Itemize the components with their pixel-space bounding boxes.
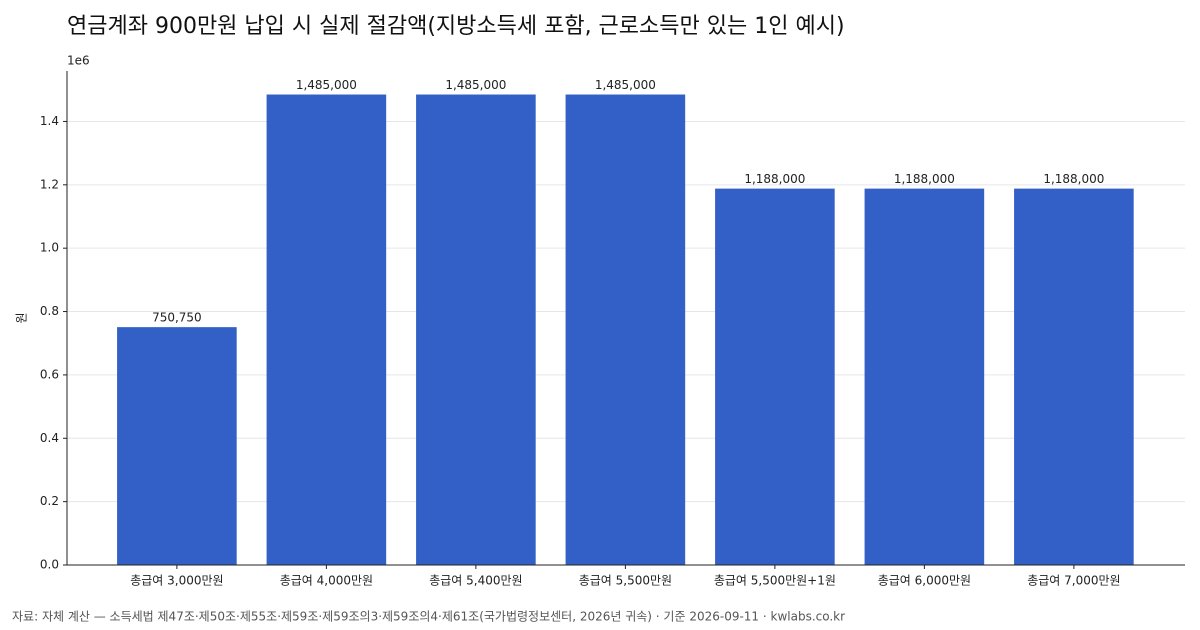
y-tick-label: 0.2 [40,494,59,508]
source-note: 자료: 자체 계산 — 소득세법 제47조·제50조·제55조·제59조·제59… [12,610,845,624]
bar [1014,188,1134,565]
y-tick-label: 0.8 [40,304,59,318]
bar [864,188,985,565]
chart-title: 연금계좌 900만원 납입 시 실제 절감액(지방소득세 포함, 근로소득만 있… [67,14,845,39]
y-tick-label: 1.4 [40,114,59,128]
value-label: 1,188,000 [894,172,955,186]
value-label: 1,485,000 [595,78,656,92]
y-offset-label: 1e6 [67,54,90,68]
value-label: 1,188,000 [1043,172,1104,186]
y-tick-label: 1.2 [40,177,59,191]
x-tick-label: 총급여 4,000만원 [280,574,373,588]
y-tick-label: 0.6 [40,367,59,381]
y-tick-label: 1.0 [40,241,59,255]
value-label: 1,485,000 [445,78,506,92]
x-tick-label: 총급여 5,500만원 [579,574,672,588]
value-label: 750,750 [152,311,202,325]
bar [565,94,686,566]
y-axis-label: 원 [15,312,29,323]
x-tick-label: 총급여 3,000만원 [130,574,223,588]
bar [117,327,237,565]
x-tick-label: 총급여 7,000만원 [1027,574,1120,588]
bar [266,94,387,566]
bar [715,188,835,565]
x-tick-label: 총급여 6,000만원 [878,574,971,588]
bar [416,94,536,566]
x-tick-label: 총급여 5,400만원 [429,574,522,588]
y-tick-label: 0.4 [40,431,59,445]
value-label: 1,188,000 [744,172,805,186]
value-label: 1,485,000 [296,78,357,92]
y-tick-label: 0.0 [40,558,59,572]
x-tick-label: 총급여 5,500만원+1원 [714,574,836,588]
